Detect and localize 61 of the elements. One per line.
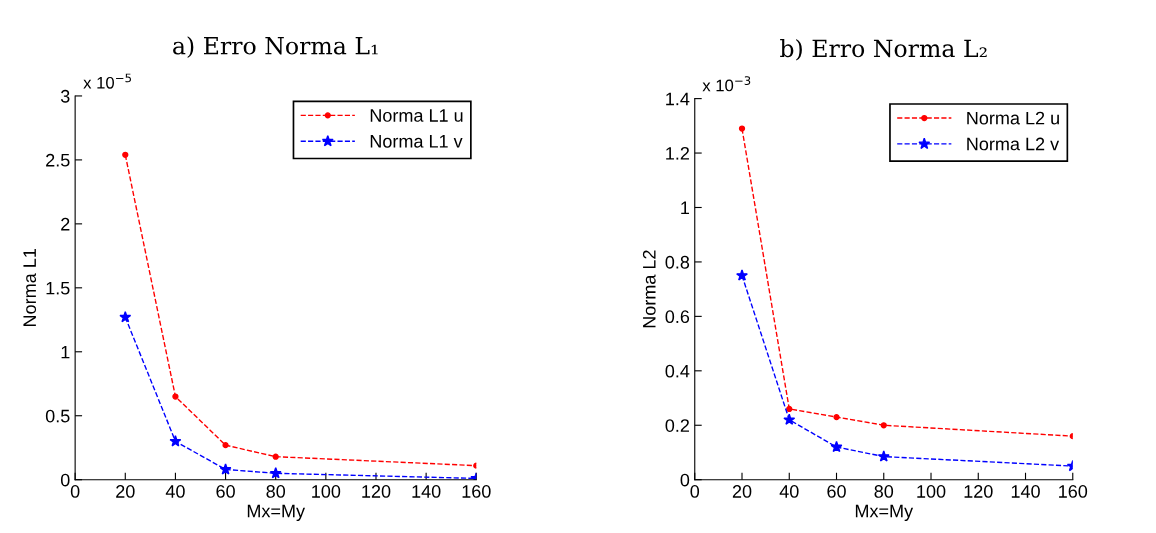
x-tick-label: 140: [412, 485, 441, 498]
point: [122, 151, 129, 158]
point: [783, 413, 796, 426]
y-tick-label: 0: [60, 473, 70, 487]
point: [222, 442, 229, 449]
x-axis-title: Mx=My: [247, 504, 306, 521]
y-tick-label: 0.8: [665, 255, 690, 269]
y-axis-title: Norma L2: [642, 250, 656, 328]
text: x 10$^{−3}$: [702, 76, 751, 92]
x-tick-label: 40: [165, 485, 185, 498]
y-tick-label: 2: [61, 217, 70, 231]
x-tick-label: 100: [917, 485, 946, 498]
point: [738, 125, 746, 132]
y-tick-label: 0.4: [665, 364, 690, 378]
x-tick-label: 80: [266, 485, 286, 498]
point: [833, 413, 840, 421]
point: [172, 393, 179, 400]
y-tick-label: 1.4: [666, 92, 690, 106]
x-tick-label: 100: [312, 485, 341, 498]
legend-label: Norma L1 v: [370, 135, 463, 148]
x-tick-label: 20: [116, 485, 135, 498]
x-tick-label: 40: [779, 485, 799, 498]
legend-label: Norma L2 u: [967, 111, 1059, 125]
x-tick-label: 160: [462, 485, 491, 498]
y-tick-label: 0.2: [665, 419, 689, 432]
y-tick-label: 1.2: [666, 146, 689, 160]
x-tick-label: 0: [70, 485, 80, 498]
x-axis-title: Mx=My: [855, 504, 914, 521]
x-tick-label: 60: [827, 485, 846, 498]
x-tick-label: 0: [690, 485, 700, 498]
point: [269, 467, 282, 479]
point: [830, 440, 843, 453]
x-tick-label: 140: [1011, 485, 1040, 498]
x-tick-label: 120: [964, 485, 993, 498]
legend-label: Norma L1 u: [370, 109, 463, 122]
point: [786, 405, 793, 413]
y-tick-label: 0.6: [665, 310, 690, 324]
y-axis-title: Norma L1: [23, 249, 37, 326]
point: [219, 463, 232, 475]
chart-title: a) Erro Norma L₁: [173, 36, 378, 58]
y-tick-label: 3: [60, 89, 70, 103]
y-tick-label: 1: [681, 201, 690, 215]
x-tick-label: 20: [732, 485, 752, 498]
y-tick-label: 0.5: [45, 409, 70, 423]
point: [880, 422, 887, 429]
text: x 10$^{−5}$: [83, 73, 131, 89]
point: [736, 269, 748, 281]
x-tick-label: 160: [1059, 485, 1088, 498]
y-tick-label: 1: [61, 345, 70, 359]
x-tick-label: 80: [874, 485, 894, 498]
point: [169, 435, 182, 447]
y-tick-label: 2.5: [46, 153, 70, 167]
x-tick-label: 60: [216, 485, 235, 498]
chart-title: b) Erro Norma L₂: [780, 39, 987, 61]
point: [272, 453, 279, 460]
y-tick-label: 1.5: [46, 281, 70, 295]
point: [119, 310, 132, 323]
legend-label: Norma L2 v: [967, 137, 1060, 151]
y-tick-label: 0: [680, 473, 690, 487]
x-tick-label: 120: [362, 485, 391, 498]
point: [877, 450, 890, 462]
